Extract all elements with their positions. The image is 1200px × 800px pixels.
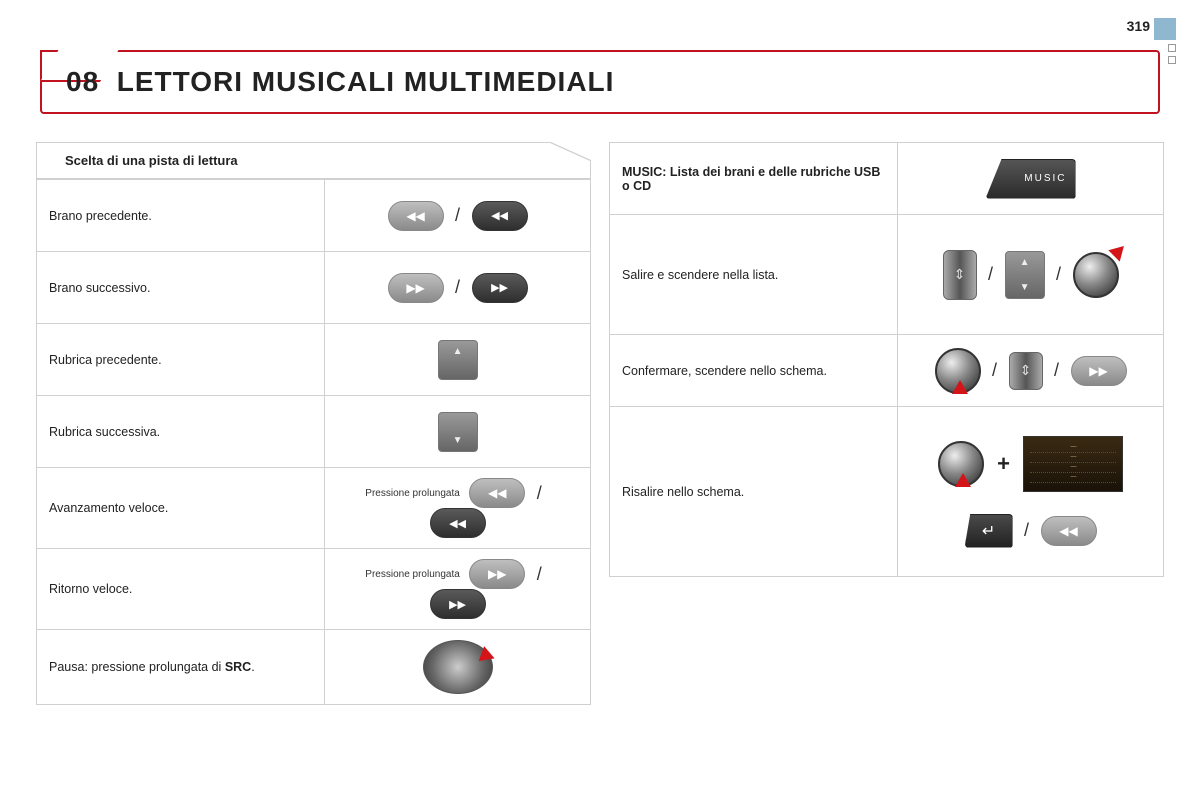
row-prev-track: Brano precedente. ◀◀ / ◀◀ (37, 180, 591, 252)
section-tab (1154, 18, 1176, 40)
red-arrow-icon (1108, 240, 1129, 261)
down-button-icon: ▼ (438, 412, 478, 452)
label-fast-fwd: Avanzamento veloce. (37, 468, 325, 549)
chapter-number: 08 (66, 66, 99, 97)
separator: / (455, 277, 460, 298)
forward-pill-icon: ▶▶ (1071, 356, 1127, 386)
rotary-dial-icon (1073, 252, 1119, 298)
screen-menu-icon: ———— (1023, 436, 1123, 492)
scroll-wheel-icon: ⇕ (1009, 352, 1043, 390)
red-arrow-icon (952, 380, 968, 394)
row-next-folder: Rubrica successiva. ▼ (37, 396, 591, 468)
label-prev-folder: Rubrica precedente. (37, 324, 325, 396)
forward-pill-icon: ▶▶ (469, 559, 525, 589)
icons-fast-fwd: Pressione prolungata ◀◀ / ◀◀ (325, 468, 591, 549)
press-note: Pressione prolungata (365, 488, 460, 499)
icons-go-up: + ———— ↵ / ◀◀ (898, 407, 1164, 577)
rotary-dial-press-icon (938, 441, 984, 487)
row-fast-rew: Ritorno veloce. Pressione prolungata ▶▶ … (37, 549, 591, 630)
rewind-pill-icon: ◀◀ (469, 478, 525, 508)
rotary-dial-press-icon (935, 348, 981, 394)
icons-music: MUSIC (898, 143, 1164, 215)
label-prev-track: Brano precedente. (37, 180, 325, 252)
icons-prev-track: ◀◀ / ◀◀ (325, 180, 591, 252)
separator: / (1056, 264, 1061, 285)
page-number: 319 (1127, 18, 1150, 34)
press-note: Pressione prolungata (365, 569, 460, 580)
label-next-folder: Rubrica successiva. (37, 396, 325, 468)
chapter-title-frame: 08 LETTORI MUSICALI MULTIMEDIALI (40, 50, 1160, 114)
music-button-icon: MUSIC (986, 159, 1076, 199)
red-arrow-icon (955, 473, 971, 487)
icons-pause (325, 630, 591, 705)
icons-fast-rew: Pressione prolungata ▶▶ / ▶▶ (325, 549, 591, 630)
icons-next-track: ▶▶ / ▶▶ (325, 252, 591, 324)
icons-updown-list: ⇕ / ▲▼ / (898, 215, 1164, 335)
rewind-pill-icon: ◀◀ (388, 201, 444, 231)
rewind-stalk-icon: ◀◀ (430, 508, 486, 538)
plus-symbol: + (997, 451, 1010, 477)
rewind-pill-icon: ◀◀ (1041, 516, 1097, 546)
label-music: MUSIC: Lista dei brani e delle rubriche … (610, 143, 898, 215)
music-bold: MUSIC: (622, 165, 670, 179)
label-pause: Pausa: pressione prolungata di SRC. (37, 630, 325, 705)
row-next-track: Brano successivo. ▶▶ / ▶▶ (37, 252, 591, 324)
separator: / (455, 205, 460, 226)
src-wheel-icon (423, 640, 493, 694)
pause-text-pre: Pausa: pressione prolungata di (49, 660, 225, 674)
left-subtitle: Scelta di una pista di lettura (36, 142, 591, 179)
separator: / (988, 264, 993, 285)
updown-button-icon: ▲▼ (1005, 251, 1045, 299)
icons-next-folder: ▼ (325, 396, 591, 468)
row-confirm: Confermare, scendere nello schema. / ⇕ /… (610, 335, 1164, 407)
label-updown-list: Salire e scendere nella lista. (610, 215, 898, 335)
back-button-icon: ↵ (965, 514, 1013, 548)
row-prev-folder: Rubrica precedente. ▲ (37, 324, 591, 396)
label-next-track: Brano successivo. (37, 252, 325, 324)
label-confirm: Confermare, scendere nello schema. (610, 335, 898, 407)
chapter-title: 08 LETTORI MUSICALI MULTIMEDIALI (66, 66, 1134, 98)
forward-stalk-icon: ▶▶ (430, 589, 486, 619)
separator: / (1054, 360, 1059, 381)
icons-confirm: / ⇕ / ▶▶ (898, 335, 1164, 407)
corner-dots (1168, 44, 1176, 64)
row-pause: Pausa: pressione prolungata di SRC. (37, 630, 591, 705)
left-table: Brano precedente. ◀◀ / ◀◀ Brano successi… (36, 179, 591, 705)
scroll-wheel-icon: ⇕ (943, 250, 977, 300)
row-go-up: Risalire nello schema. + ———— ↵ / (610, 407, 1164, 577)
row-fast-fwd: Avanzamento veloce. Pressione prolungata… (37, 468, 591, 549)
rewind-stalk-icon: ◀◀ (472, 201, 528, 231)
row-updown-list: Salire e scendere nella lista. ⇕ / ▲▼ / (610, 215, 1164, 335)
pause-src-bold: SRC (225, 660, 251, 674)
right-table: MUSIC: Lista dei brani e delle rubriche … (609, 142, 1164, 577)
separator: / (1024, 520, 1029, 541)
right-column: MUSIC: Lista dei brani e delle rubriche … (609, 142, 1164, 705)
forward-stalk-icon: ▶▶ (472, 273, 528, 303)
chapter-title-text: LETTORI MUSICALI MULTIMEDIALI (117, 66, 615, 97)
left-column: Scelta di una pista di lettura Brano pre… (36, 142, 591, 705)
pause-text-post: . (251, 660, 254, 674)
separator: / (537, 483, 542, 504)
label-fast-rew: Ritorno veloce. (37, 549, 325, 630)
up-button-icon: ▲ (438, 340, 478, 380)
separator: / (992, 360, 997, 381)
red-arrow-icon (478, 646, 497, 666)
forward-pill-icon: ▶▶ (388, 273, 444, 303)
label-go-up: Risalire nello schema. (610, 407, 898, 577)
separator: / (537, 564, 542, 585)
row-music-header: MUSIC: Lista dei brani e delle rubriche … (610, 143, 1164, 215)
icons-prev-folder: ▲ (325, 324, 591, 396)
